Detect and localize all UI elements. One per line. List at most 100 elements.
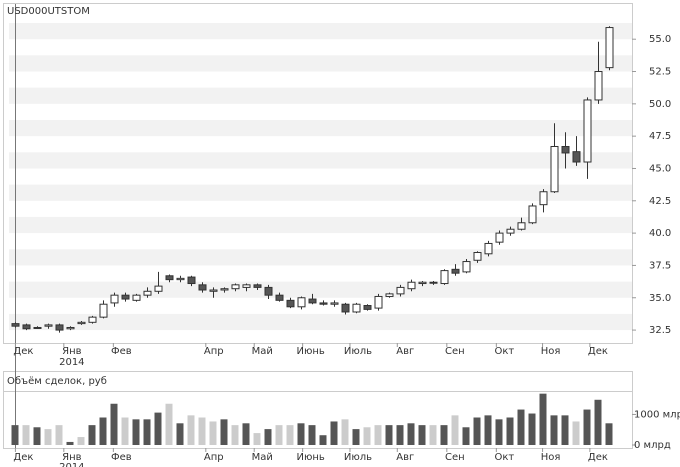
y-tick-label: 35.0 <box>649 293 671 304</box>
candle-body <box>341 303 350 313</box>
volume-bar <box>132 419 140 445</box>
x-tick-label: Янв <box>62 452 81 463</box>
volume-bar <box>495 419 503 445</box>
candle-body <box>77 321 86 325</box>
volume-bar <box>429 425 437 445</box>
y-tick-label: 42.5 <box>649 196 671 207</box>
volume-bar <box>242 423 250 445</box>
candle-body <box>319 302 328 305</box>
candle-body <box>528 205 537 224</box>
x-tick-label: Сен <box>445 346 465 357</box>
x-tick-label: Авг <box>396 452 414 463</box>
volume-bar <box>484 415 492 445</box>
volume-bar <box>22 425 30 445</box>
candle-body <box>253 284 262 288</box>
volume-bar <box>187 415 195 445</box>
x-tick-label: Окт <box>494 346 514 357</box>
x-tick-label: Май <box>252 452 273 463</box>
grid-band <box>9 313 632 331</box>
volume-bar <box>583 409 591 445</box>
x-tick-label: Ноя <box>541 452 561 463</box>
candle-body <box>143 290 152 296</box>
y-tick-label: 0 млрд <box>634 440 671 451</box>
volume-bar <box>44 429 52 445</box>
y-tick-label: 52.5 <box>649 67 671 78</box>
volume-bar <box>363 427 371 445</box>
candle-body <box>11 323 20 327</box>
volume-bar <box>572 421 580 445</box>
price-panel <box>3 3 633 344</box>
candle-body <box>121 294 130 300</box>
candle-body <box>407 281 416 290</box>
candle-body <box>264 286 273 296</box>
volume-bar <box>220 419 228 445</box>
grid-band <box>9 216 632 234</box>
candle-body <box>286 299 295 308</box>
y-tick-label: 45.0 <box>649 163 671 174</box>
x-tick-label: Дек <box>13 346 33 357</box>
candle-body <box>550 145 559 193</box>
y-tick-label: 40.0 <box>649 228 671 239</box>
candle-body <box>187 276 196 285</box>
volume-bar <box>297 423 305 445</box>
x-tick-label: Июль <box>344 452 372 463</box>
candle-body <box>209 289 218 292</box>
chart-title: USD000UTSTOM <box>7 6 90 17</box>
grid-band <box>9 184 632 201</box>
volume-bar <box>231 425 239 445</box>
candle-body <box>605 27 614 69</box>
candle-body <box>66 326 75 330</box>
volume-bar <box>473 417 481 445</box>
candle-body <box>462 261 471 273</box>
grid-band <box>9 119 632 137</box>
candle-body <box>429 281 438 284</box>
candle-body <box>495 232 504 243</box>
candle-body <box>473 252 482 261</box>
candle-body <box>396 286 405 295</box>
volume-bar <box>374 425 382 445</box>
grid-band <box>9 152 632 169</box>
candle-body <box>44 324 53 327</box>
y-tick-label: 1000 млрд <box>634 409 680 420</box>
volume-bar <box>77 437 85 445</box>
volume-bar <box>605 423 613 445</box>
x-tick-label: Июнь <box>296 346 324 357</box>
candle-body <box>374 295 383 309</box>
candle-body <box>22 324 31 330</box>
year-label: 2014 <box>59 357 84 368</box>
y-tick-label: 47.5 <box>649 131 671 142</box>
volume-bar <box>561 415 569 445</box>
x-tick-label: Дек <box>13 452 33 463</box>
volume-bar <box>539 393 547 445</box>
volume-bar <box>286 425 294 445</box>
volume-bar <box>275 425 283 445</box>
x-tick-label: Фев <box>111 346 132 357</box>
volume-bar <box>330 421 338 445</box>
y-tick-label: 50.0 <box>649 99 671 110</box>
candle-body <box>506 228 515 234</box>
candle-body <box>297 297 306 308</box>
candle-body <box>308 298 317 304</box>
candle-body <box>363 305 372 310</box>
candle-body <box>594 71 603 101</box>
x-tick-label: Ноя <box>541 346 561 357</box>
candle-body <box>572 151 581 163</box>
volume-bar <box>341 419 349 445</box>
grid-band <box>9 55 632 72</box>
x-tick-label: Июль <box>344 346 372 357</box>
volume-bar <box>451 415 459 445</box>
candle-body <box>132 294 141 301</box>
candle-body <box>517 222 526 230</box>
candle-body <box>242 284 251 288</box>
volume-bar <box>440 425 448 445</box>
volume-bar <box>352 429 360 445</box>
candle-body <box>198 284 207 291</box>
candle-body <box>99 303 108 318</box>
volume-bar <box>308 425 316 445</box>
volume-bar <box>253 433 261 445</box>
candle-body <box>275 294 284 301</box>
volume-bar <box>55 425 63 445</box>
volume-bar <box>264 429 272 445</box>
volume-bar <box>198 417 206 445</box>
candle-body <box>165 275 174 281</box>
